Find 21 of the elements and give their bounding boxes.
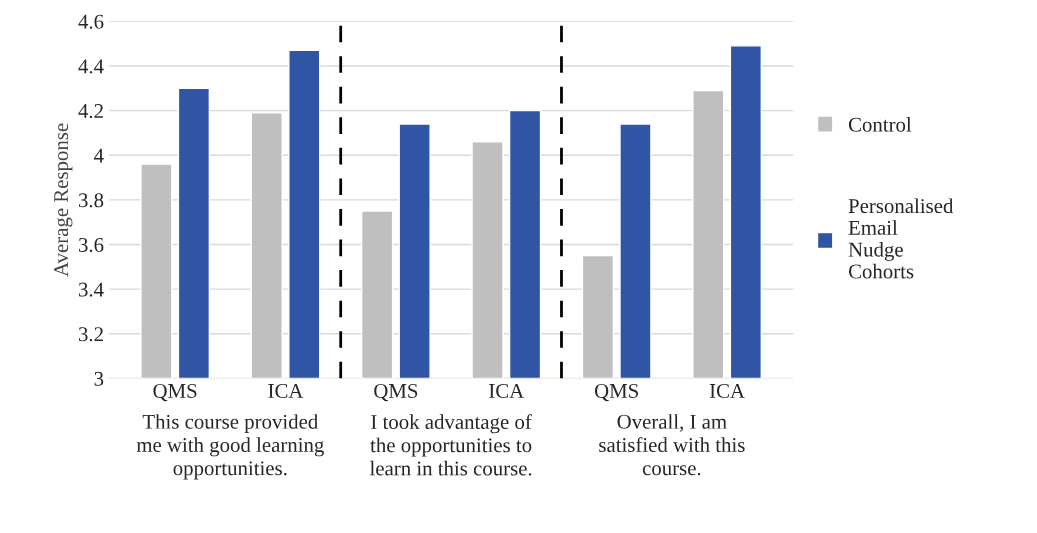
x-tick-label: ICA bbox=[709, 383, 745, 398]
y-axis-title: Average Response bbox=[54, 123, 73, 277]
y-tick-label: 3.8 bbox=[78, 193, 104, 208]
y-tick-label: 3.6 bbox=[78, 237, 104, 253]
y-tick-label: 3.4 bbox=[78, 282, 104, 297]
legend-label: Personalised Email Nudge Cohorts bbox=[848, 198, 954, 279]
y-tick-label: 3.2 bbox=[78, 327, 103, 342]
y-tick-label: 4.2 bbox=[78, 104, 103, 119]
x-tick-label: QMS bbox=[153, 383, 197, 402]
y-tick-label: 4.6 bbox=[78, 14, 104, 29]
x-tick-label: QMS bbox=[374, 383, 418, 402]
y-tick-label: 4.4 bbox=[78, 59, 104, 74]
x-tick-label: QMS bbox=[594, 383, 638, 402]
text: I took advantage of the opportunities to learn in this course. bbox=[369, 414, 532, 476]
text: This course provided me with good learning opportunities. bbox=[136, 414, 324, 480]
y-tick-label: 4 bbox=[94, 148, 104, 163]
text: Overall, I am satisfied with this course. bbox=[599, 414, 745, 476]
x-tick-label: ICA bbox=[489, 383, 525, 398]
legend-label: Control bbox=[848, 117, 912, 132]
x-tick-label: ICA bbox=[268, 383, 304, 398]
y-tick-label: 3 bbox=[94, 371, 104, 386]
